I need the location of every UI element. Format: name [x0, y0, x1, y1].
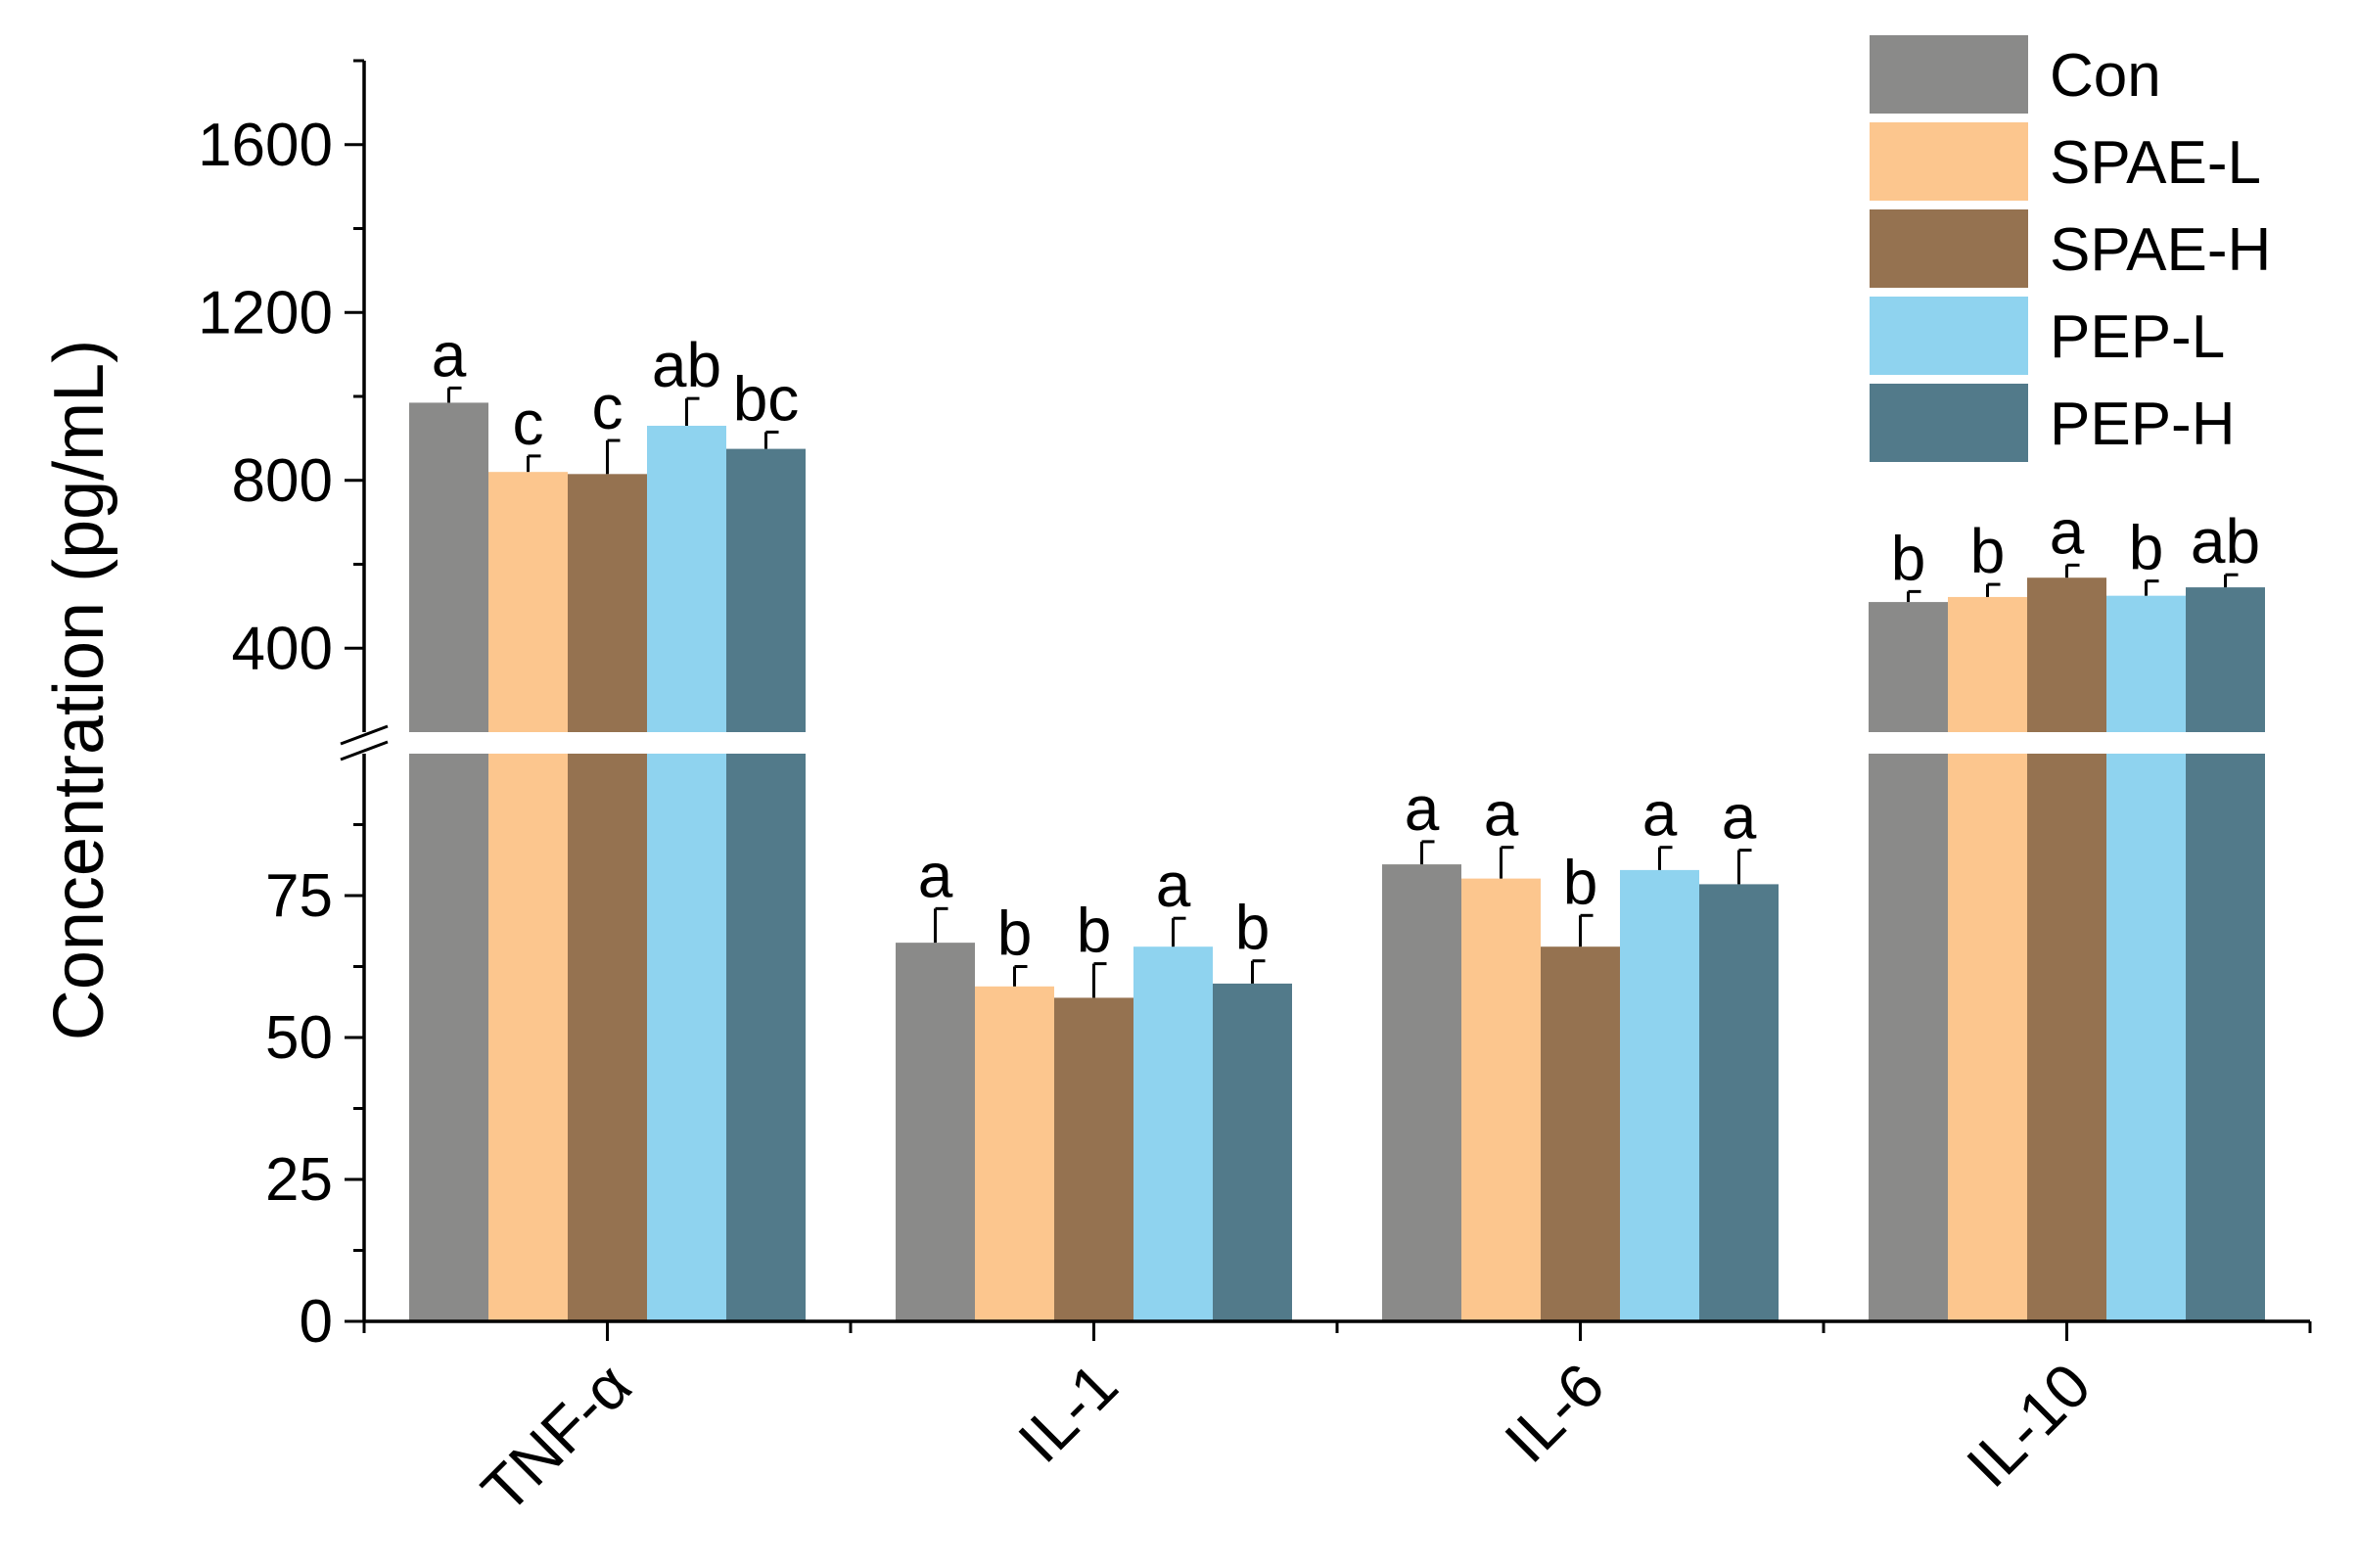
significance-label: a	[1722, 782, 1757, 853]
legend-swatch	[1870, 384, 2028, 462]
significance-label: a	[432, 319, 467, 390]
y-tick-label: 1600	[198, 112, 333, 179]
legend-label: Con	[2050, 42, 2161, 110]
significance-label: a	[1405, 773, 1440, 844]
significance-label: a	[2050, 496, 2085, 567]
bar	[975, 986, 1054, 1321]
significance-label: a	[1156, 850, 1191, 920]
legend-swatch	[1870, 297, 2028, 375]
legend: Con SPAE-L SPAE-H PEP-L PEP-H	[1870, 35, 2271, 462]
bar	[1541, 946, 1620, 1321]
significance-label: b	[1235, 893, 1271, 963]
y-tick-label: 800	[232, 447, 333, 515]
legend-label: PEP-H	[2050, 391, 2235, 458]
y-tick-label: 1200	[198, 279, 333, 346]
significance-label: bc	[733, 363, 800, 434]
significance-label: b	[1891, 523, 1926, 593]
significance-label: c	[592, 372, 624, 442]
y-tick-label: 0	[300, 1288, 333, 1356]
significance-label: b	[1563, 847, 1598, 917]
bar	[1699, 884, 1779, 1321]
significance-label: a	[1642, 779, 1678, 850]
significance-label: a	[918, 840, 953, 910]
y-tick-label: 50	[265, 1004, 333, 1072]
y-tick-label: 400	[232, 615, 333, 682]
x-tick-label: IL-10	[1953, 1350, 2104, 1500]
legend-label: PEP-L	[2050, 303, 2225, 371]
legend-swatch	[1870, 209, 2028, 288]
significance-label: c	[513, 388, 544, 458]
significance-label: b	[2129, 513, 2164, 583]
significance-label: b	[997, 899, 1033, 969]
bar	[726, 448, 806, 1321]
bar	[1869, 602, 1948, 1321]
axis-break-mark	[340, 724, 389, 746]
axis-break-mark	[340, 740, 389, 761]
axis-break-gap	[366, 732, 2312, 754]
bar	[488, 472, 568, 1321]
significance-label: ab	[652, 330, 721, 400]
significance-label: ab	[2191, 506, 2260, 576]
legend-swatch	[1870, 122, 2028, 201]
x-tick-label: IL-6	[1492, 1350, 1618, 1476]
bar	[409, 402, 488, 1321]
y-tick-label: 75	[265, 862, 333, 930]
bar	[647, 426, 726, 1321]
legend-label: SPAE-H	[2050, 216, 2271, 284]
bar	[2027, 577, 2106, 1321]
bar	[1382, 864, 1461, 1321]
bar	[896, 943, 975, 1321]
significance-label: b	[1970, 516, 2006, 586]
bar	[2106, 595, 2186, 1321]
significance-label: a	[1484, 779, 1519, 850]
bar	[1620, 869, 1699, 1321]
legend-label: SPAE-L	[2050, 129, 2261, 197]
y-axis-label: Concentration (pg/mL)	[40, 340, 118, 1040]
bar	[1948, 596, 2027, 1321]
x-tick-label: IL-1	[1005, 1350, 1132, 1476]
bar	[2186, 587, 2265, 1321]
significance-label: b	[1077, 896, 1112, 966]
x-tick-label: TNF-α	[468, 1350, 644, 1526]
bar	[1054, 997, 1133, 1321]
y-tick-label: 25	[265, 1146, 333, 1214]
bar	[1213, 983, 1292, 1321]
bar	[568, 474, 647, 1322]
bar	[1461, 878, 1541, 1321]
legend-swatch	[1870, 35, 2028, 114]
bar	[1133, 946, 1213, 1321]
